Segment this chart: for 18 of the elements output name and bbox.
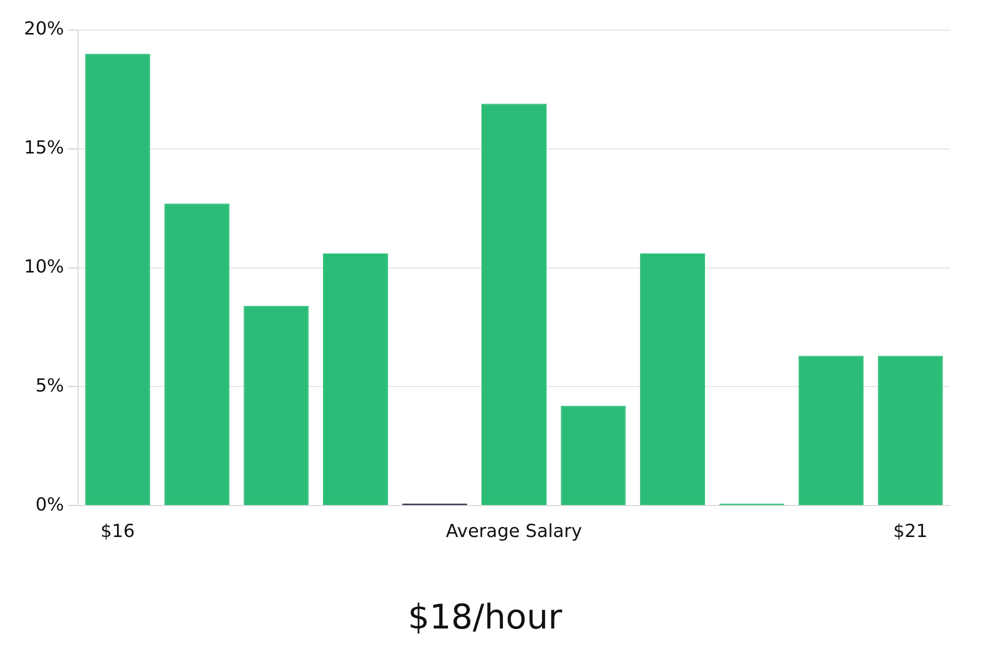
bar [482,104,547,506]
bar [322,254,388,506]
x-tick-label: Average Salary [446,521,582,542]
x-tick-label: $16 [100,521,135,542]
bar [878,356,943,506]
bar [85,54,150,506]
bar [560,406,626,506]
y-tick-label: 15% [24,138,64,159]
y-tick-label: 5% [35,375,64,396]
text: $18/hour [408,597,562,638]
bar [798,356,864,506]
y-tick-label: 0% [35,494,64,516]
bar [640,254,706,506]
y-tick-label: 20% [24,18,64,40]
bar [244,306,309,506]
bar [164,204,230,506]
y-tick-label: 10% [24,256,64,278]
x-tick-label: $21 [893,521,928,542]
